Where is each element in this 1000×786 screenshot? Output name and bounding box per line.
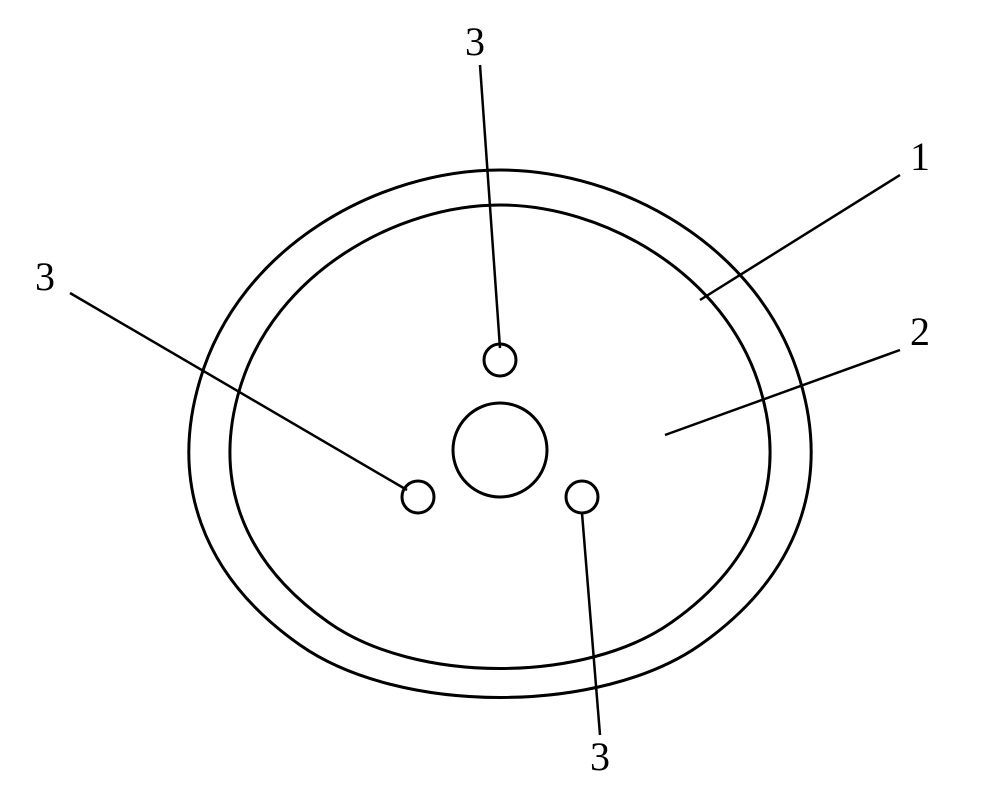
satellite-hole-left bbox=[402, 481, 434, 513]
inner-cavity bbox=[230, 205, 770, 669]
callout-label-2: 2 bbox=[910, 309, 930, 354]
leader-3_right bbox=[582, 513, 600, 735]
satellite-hole-right bbox=[566, 481, 598, 513]
callout-label-3_top: 3 bbox=[465, 19, 485, 64]
center-bore bbox=[453, 403, 547, 497]
satellite-hole-top bbox=[484, 344, 516, 376]
callout-label-3_left: 3 bbox=[35, 254, 55, 299]
callout-label-1: 1 bbox=[910, 134, 930, 179]
leader-3_left bbox=[70, 293, 407, 490]
body-ring bbox=[189, 170, 811, 698]
callout-label-3_right: 3 bbox=[590, 734, 610, 779]
leader-1 bbox=[700, 175, 900, 300]
outer-shell bbox=[189, 170, 811, 698]
leader-2 bbox=[665, 350, 900, 435]
